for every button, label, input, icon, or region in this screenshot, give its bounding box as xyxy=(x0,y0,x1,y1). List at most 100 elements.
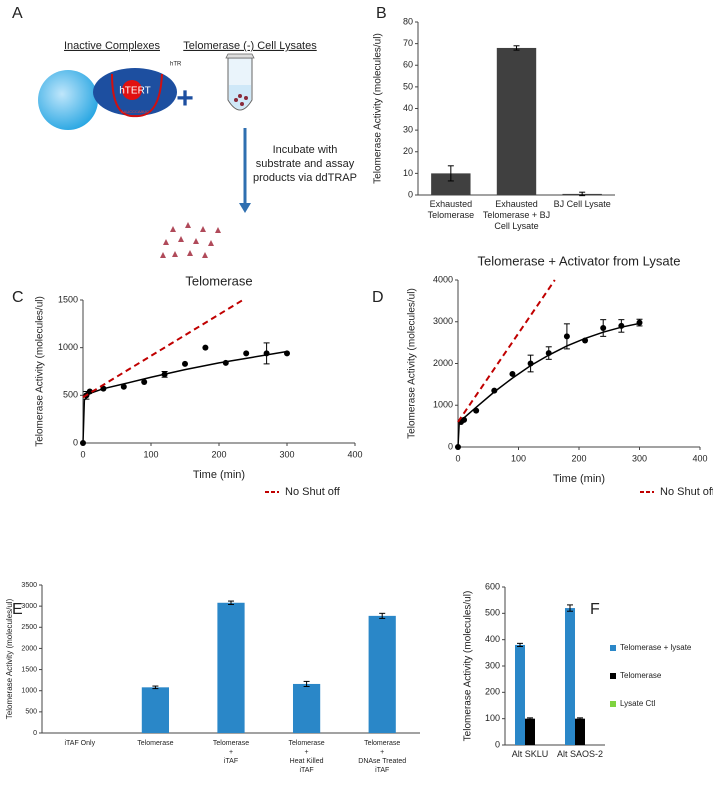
bar xyxy=(496,47,537,196)
y-tick-label: 20 xyxy=(403,146,413,156)
diagram: A Inactive Complexes Telomerase (-) Cell… xyxy=(12,5,357,258)
legend-label: Telomerase xyxy=(620,671,662,680)
y-tick-label: 0 xyxy=(73,437,78,447)
y-tick-label: 3000 xyxy=(433,316,453,326)
bar xyxy=(525,718,535,745)
bar xyxy=(217,602,245,733)
y-axis-label: Telomerase Activity (molecules/ul) xyxy=(407,288,418,439)
chart-title: Telomerase xyxy=(185,273,252,288)
x-tick-label: 200 xyxy=(571,453,586,463)
protein-label: hTERT xyxy=(119,86,151,97)
x-tick-label: 300 xyxy=(279,449,294,459)
y-tick-label: 2000 xyxy=(21,645,37,652)
bar xyxy=(565,608,575,745)
data-point xyxy=(182,360,188,367)
y-tick-label: 80 xyxy=(403,16,413,26)
data-point xyxy=(120,383,127,390)
incubate-text: substrate and assay xyxy=(256,158,355,170)
y-tick-label: 1500 xyxy=(58,294,78,304)
incubate-text: Incubate with xyxy=(273,144,338,156)
bar xyxy=(141,687,170,733)
y-tick-label: 3500 xyxy=(21,582,37,589)
rna-seq: AAUCCCAAUC xyxy=(121,109,149,114)
x-tick-label: Telomerase + Heat Killed iTAF xyxy=(289,740,325,774)
y-tick-label: 4000 xyxy=(433,274,453,284)
arrow-head xyxy=(239,203,251,213)
diagram-title: Inactive Complexes xyxy=(64,40,160,52)
y-tick-label: 50 xyxy=(403,81,413,91)
y-tick-label: 30 xyxy=(403,125,413,135)
x-tick-label: Alt SAOS-2 xyxy=(557,749,603,759)
legend-swatch xyxy=(610,673,616,679)
bar xyxy=(431,173,471,195)
y-tick-label: 60 xyxy=(403,60,413,70)
legend-swatch xyxy=(610,701,616,707)
x-axis-label: Time (min) xyxy=(193,469,245,481)
plus: + xyxy=(176,82,194,115)
legend-swatch xyxy=(610,645,616,651)
legend-label: No Shut off xyxy=(285,486,341,498)
x-tick-label: Telomerase + iTAF xyxy=(213,740,249,765)
bar xyxy=(575,718,585,745)
y-tick-label: 500 xyxy=(485,608,500,618)
data-point xyxy=(491,387,498,394)
x-tick-label: 400 xyxy=(692,453,707,463)
y-tick-label: 1000 xyxy=(433,400,453,410)
y-tick-label: 100 xyxy=(485,713,500,723)
y-tick-label: 1000 xyxy=(58,342,78,352)
data-point xyxy=(509,370,516,377)
y-tick-label: 3000 xyxy=(21,603,37,610)
x-tick-label: Alt SKLU xyxy=(512,749,549,759)
x-tick-label: iTAF Only xyxy=(64,740,95,747)
reference-line xyxy=(82,299,244,399)
reference-line xyxy=(457,279,556,423)
data-point xyxy=(243,350,250,357)
y-tick-label: 400 xyxy=(485,634,500,644)
x-tick-label: Telomerase xyxy=(137,740,173,747)
y-tick-label: 40 xyxy=(403,103,413,113)
diagram-title: Telomerase (-) Cell Lysates xyxy=(183,40,317,52)
x-tick-label: Exhausted Telomerase + BJ Cell Lysate xyxy=(483,199,550,231)
tube xyxy=(225,53,255,111)
x-axis-label: Time (min) xyxy=(553,473,605,485)
x-tick-label: Telomerase + DNAse Treated iTAF xyxy=(358,740,406,774)
products xyxy=(160,222,221,258)
data-point xyxy=(141,378,148,385)
y-tick-label: 2000 xyxy=(433,358,453,368)
panel-label: B xyxy=(376,5,387,22)
panel-label: F xyxy=(590,601,600,618)
panel-label: A xyxy=(12,5,23,22)
y-tick-label: 2500 xyxy=(21,624,37,631)
y-tick-label: 600 xyxy=(485,581,500,591)
chart-title: Telomerase + Activator from Lysate xyxy=(478,253,681,268)
y-tick-label: 70 xyxy=(403,38,413,48)
y-tick-label: 500 xyxy=(63,390,78,400)
legend-label: Lysate Ctl xyxy=(620,699,655,708)
y-axis-label: Telomerase Activity (molecules/ul) xyxy=(5,598,14,719)
x-tick-label: 0 xyxy=(80,449,85,459)
panel-label: D xyxy=(372,289,384,306)
active-site xyxy=(122,80,142,100)
x-tick-label: 300 xyxy=(632,453,647,463)
y-tick-label: 1000 xyxy=(21,688,37,695)
bar xyxy=(368,615,396,733)
x-tick-label: BJ Cell Lysate xyxy=(554,199,611,209)
y-tick-label: 0 xyxy=(495,739,500,749)
bar xyxy=(292,683,321,733)
data-point xyxy=(202,344,209,351)
cell xyxy=(38,70,98,130)
x-tick-label: Exhausted Telomerase xyxy=(428,199,475,220)
y-tick-label: 0 xyxy=(448,441,453,451)
y-tick-label: 0 xyxy=(33,730,37,737)
x-tick-label: 100 xyxy=(143,449,158,459)
y-tick-label: 500 xyxy=(25,709,37,716)
y-axis-label: Telomerase Activity (molecules/ul) xyxy=(35,296,46,447)
legend-label: No Shut off xyxy=(660,486,713,498)
x-tick-label: 400 xyxy=(347,449,362,459)
y-axis-label: Telomerase Activity (molecules/ul) xyxy=(463,591,474,742)
fit-line xyxy=(457,322,640,448)
fit-line xyxy=(82,350,288,444)
rna-strand xyxy=(111,73,163,118)
incubate-text: products via ddTRAP xyxy=(253,172,357,184)
